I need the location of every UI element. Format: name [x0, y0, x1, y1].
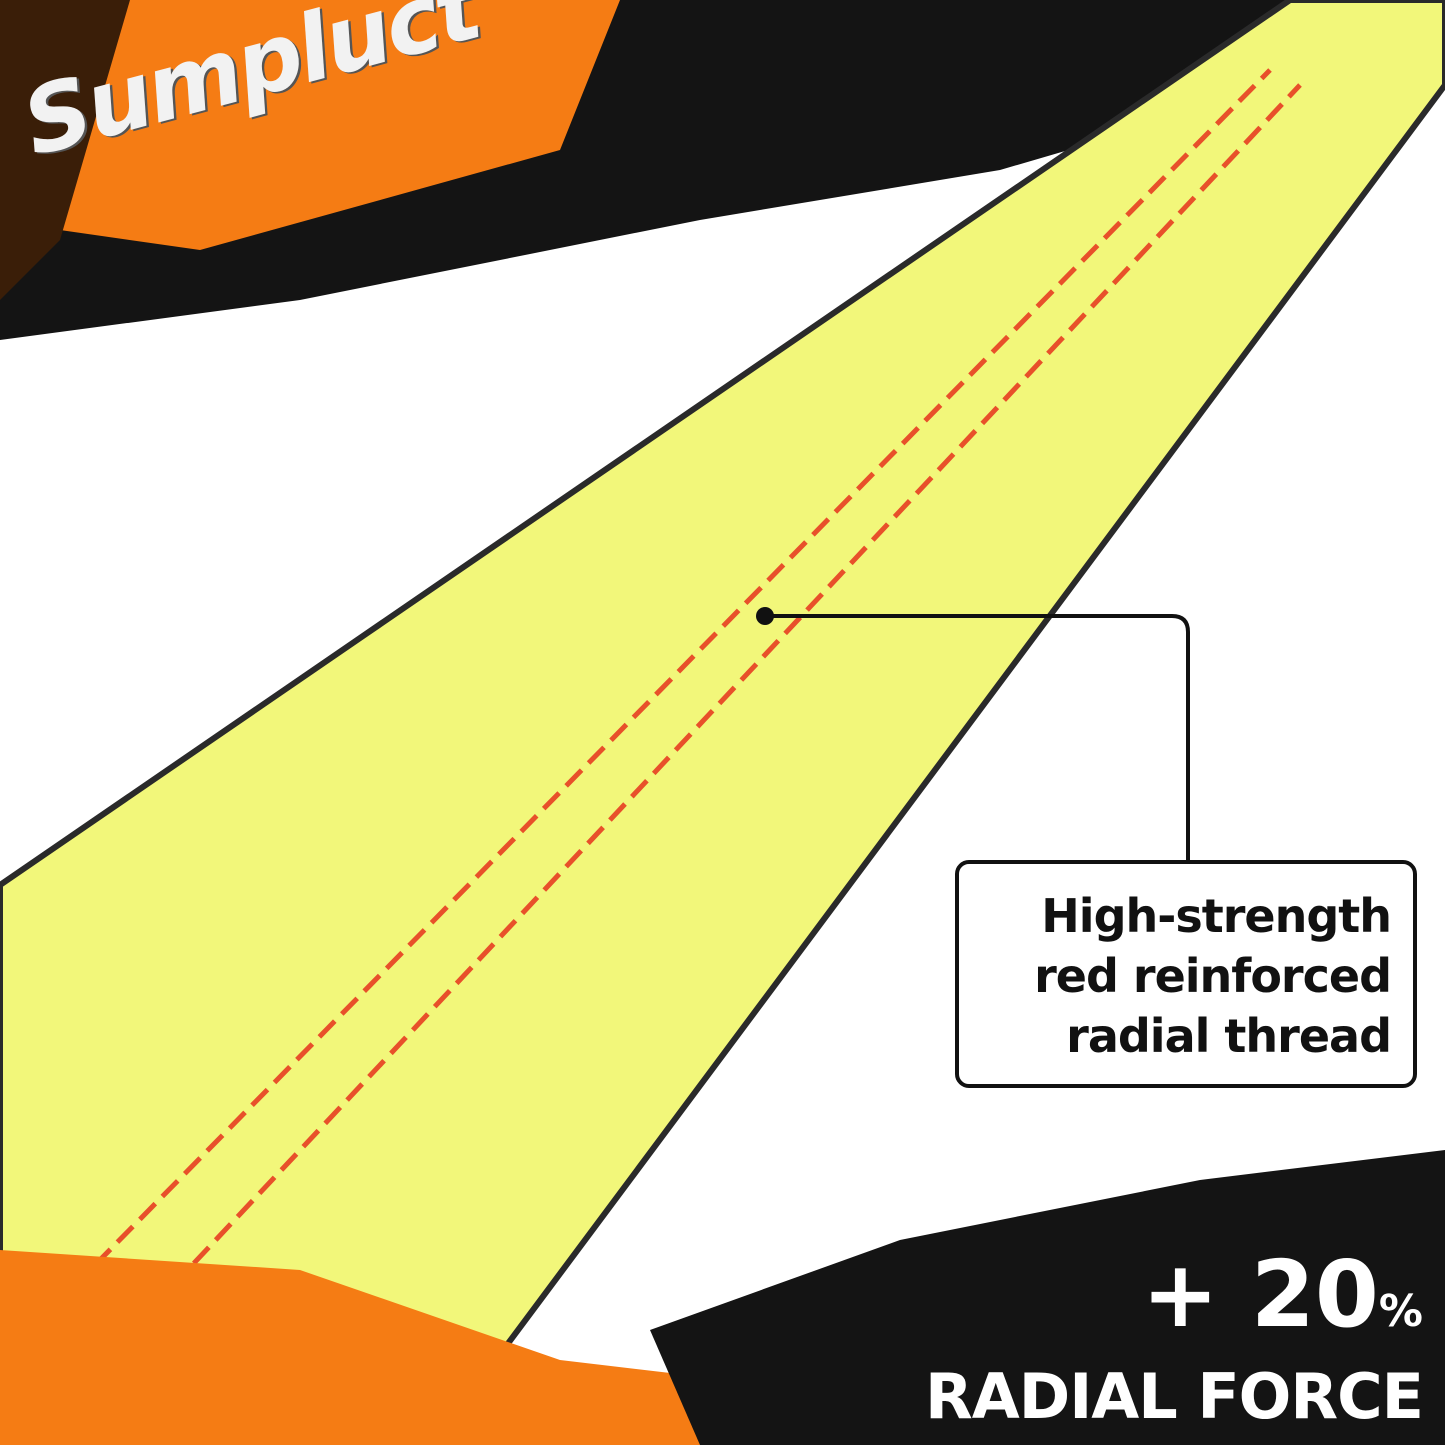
callout-line: High-strength [1041, 889, 1392, 943]
force-label: RADIAL FORCE [925, 1360, 1424, 1433]
red-thread-1 [93, 68, 1272, 1267]
strap [0, 0, 1445, 1368]
callout-line: radial thread [1066, 1009, 1392, 1063]
force-unit: % [1378, 1286, 1423, 1337]
force-increase: + 20% [925, 1245, 1423, 1362]
bottom-black-brush [650, 1150, 1445, 1445]
callout-leader-line [765, 614, 1190, 860]
top-orange-brush [60, 0, 620, 250]
bottom-orange-brush [0, 1250, 900, 1445]
force-value: + 20 [1141, 1241, 1379, 1348]
radial-force-badge: + 20% RADIAL FORCE [925, 1245, 1424, 1433]
feature-callout: High-strength red reinforced radial thre… [955, 860, 1417, 1088]
callout-line: red reinforced [1034, 949, 1392, 1003]
red-thread-2 [148, 83, 1302, 1312]
top-left-dark [0, 0, 130, 300]
